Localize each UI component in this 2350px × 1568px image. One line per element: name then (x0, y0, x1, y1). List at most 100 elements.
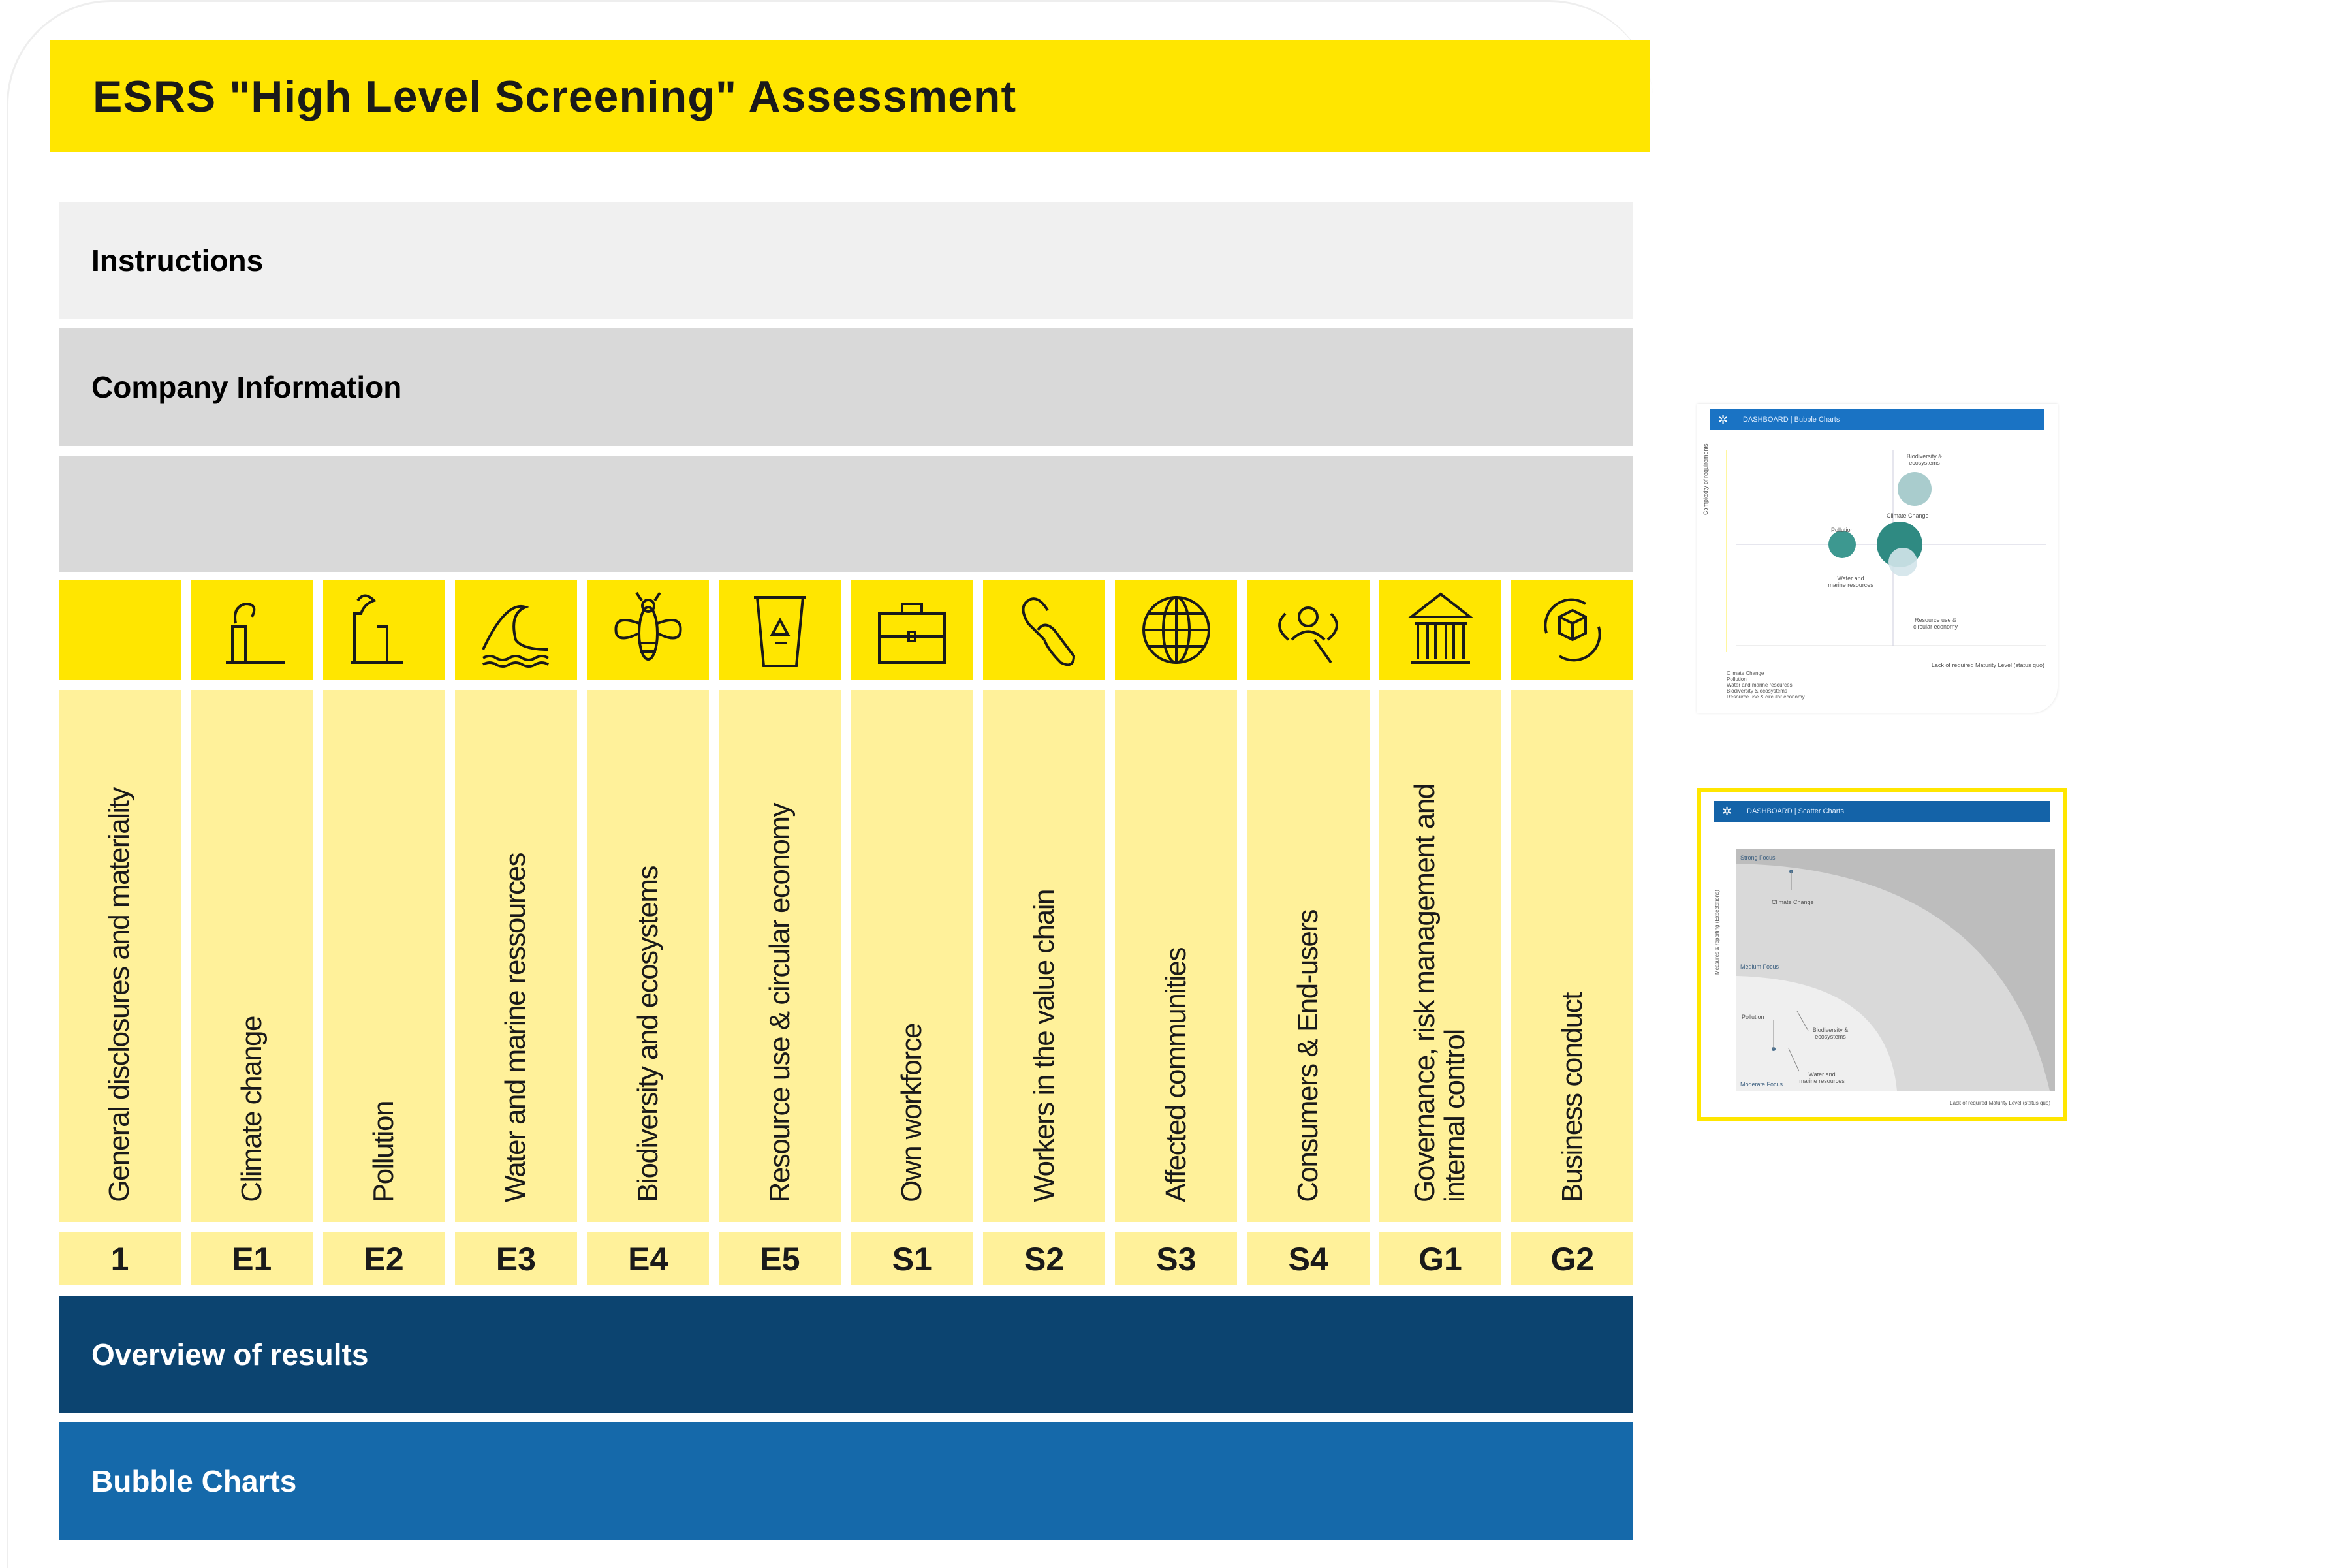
topic-label-cell[interactable]: General disclosures and materiality (59, 690, 181, 1222)
topic-code[interactable]: S1 (851, 1232, 973, 1285)
bubble-label: Climate Change (1887, 512, 1929, 519)
topic-icon-cell[interactable] (983, 580, 1106, 680)
factory-icon (225, 602, 285, 664)
zone-label: Medium Focus (1740, 964, 1779, 970)
topic-label-cell[interactable]: Biodiversity and ecosystems (587, 690, 710, 1222)
company-information-button[interactable]: Company Information (59, 328, 1633, 446)
instructions-label: Instructions (91, 243, 264, 277)
topic-code[interactable]: E2 (322, 1232, 445, 1285)
topic-label: Business conduct (1556, 993, 1588, 1202)
topic-label: Affected communities (1159, 948, 1192, 1202)
bubble-biodiversity (1898, 472, 1932, 506)
topic-label: Biodiversity and ecosystems (631, 866, 664, 1202)
topic-icon-cell[interactable] (1511, 580, 1634, 680)
topic-code[interactable]: S4 (1247, 1232, 1370, 1285)
bubble-charts-label: Bubble Charts (91, 1464, 297, 1498)
topic-label-cell[interactable]: Pollution (322, 690, 445, 1222)
overview-of-results-button[interactable]: Overview of results (59, 1296, 1633, 1413)
topic-code[interactable]: G2 (1511, 1232, 1634, 1285)
topic-code[interactable]: S2 (983, 1232, 1106, 1285)
topic-label: Climate change (235, 1016, 268, 1202)
topic-icon-cell[interactable] (454, 580, 577, 680)
bubble-chart-thumbnail[interactable]: ✲ DASHBOARD | Bubble Charts Complexity o… (1697, 404, 2058, 713)
user-search-icon (1278, 606, 1338, 664)
topic-label: General disclosures and materiality (103, 788, 136, 1202)
scatter-thumb-title: DASHBOARD | Scatter Charts (1747, 808, 1844, 815)
topic-icon-cell[interactable] (1247, 580, 1370, 680)
topic-code[interactable]: E3 (454, 1232, 577, 1285)
page-header: ESRS "High Level Screening" Assessment (50, 40, 1650, 152)
topic-label-cell[interactable]: Workers in the value chain (983, 690, 1106, 1222)
bubble-resource (1888, 548, 1917, 576)
scatter-chart-thumbnail[interactable]: ✲ DASHBOARD | Scatter Charts Measures & … (1697, 788, 2067, 1121)
topic-label: Water and marine ressources (499, 853, 532, 1202)
zone-label: Moderate Focus (1740, 1081, 1783, 1088)
topic-icon-cell[interactable] (719, 580, 841, 680)
topic-label: Resource use & circular economy (763, 803, 796, 1202)
legend-item: Resource use & circular economy (1727, 694, 1805, 700)
chain-link-icon (1022, 597, 1075, 666)
legend-item: Climate Change (1727, 670, 1764, 676)
bubble-x-axis-label: Lack of required Maturity Level (status … (1931, 662, 2044, 668)
topic-icon-cell[interactable] (59, 580, 181, 680)
topic-label: Pollution (368, 1101, 400, 1202)
topic-code[interactable]: E5 (719, 1232, 841, 1285)
box-cycle-icon (1544, 598, 1601, 662)
scatter-label: Climate Change (1772, 899, 1814, 905)
topic-icon-cell[interactable] (851, 580, 973, 680)
legend-item: Pollution (1727, 676, 1747, 682)
scatter-y-axis-label: Measures & reporting (Expectations) (1714, 890, 1720, 975)
topic-icon-cell[interactable] (1379, 580, 1501, 680)
topic-label: Workers in the value chain (1027, 890, 1060, 1202)
bubble-label: Pollution (1831, 527, 1854, 533)
scatter-label: Biodiversity & ecosystems (1812, 1027, 1849, 1040)
topic-label-cell[interactable]: Business conduct (1511, 690, 1634, 1222)
topic-icon-cell[interactable] (587, 580, 710, 680)
window-frame (7, 0, 1653, 1568)
bubble-legend: Climate Change Pollution Water and marin… (1727, 670, 1805, 700)
company-information-label: Company Information (91, 370, 402, 404)
topic-code[interactable]: S3 (1115, 1232, 1238, 1285)
topic-label-cell[interactable]: Resource use & circular economy (719, 690, 841, 1222)
topic-code[interactable]: E1 (191, 1232, 313, 1285)
topic-label-cell[interactable]: Water and marine ressources (454, 690, 577, 1222)
topic-label: Consumers & End-users (1292, 910, 1324, 1202)
bubble-y-axis-label: Complexity of requirements (1702, 443, 1709, 515)
legend-item: Biodiversity & ecosystems (1727, 688, 1787, 694)
topic-label-cell[interactable]: Own workforce (851, 690, 973, 1222)
topic-icon-cell[interactable] (1115, 580, 1238, 680)
page-title: ESRS "High Level Screening" Assessment (93, 71, 1017, 121)
section-button-hidden[interactable] (59, 456, 1633, 572)
factory-smoke-icon (351, 594, 404, 664)
bubble-charts-button[interactable]: Bubble Charts (59, 1422, 1633, 1540)
instructions-button[interactable]: Instructions (59, 202, 1633, 319)
scatter-plot (1736, 849, 2055, 1091)
recycle-bin-icon (754, 596, 806, 667)
topic-label-cell[interactable]: Consumers & End-users (1247, 690, 1370, 1222)
dashboard-logo-icon: ✲ (1718, 413, 1729, 426)
wave-icon (482, 604, 550, 668)
topic-label: Governance, risk management and internal… (1409, 784, 1471, 1202)
bubble-label: Biodiversity & ecosystems (1906, 453, 1943, 466)
scatter-x-axis-label: Lack of required Maturity Level (status … (1950, 1100, 2050, 1106)
overview-of-results-label: Overview of results (91, 1338, 369, 1372)
topic-label-cell[interactable]: Governance, risk management and internal… (1379, 690, 1501, 1222)
dashboard-logo-icon: ✲ (1722, 804, 1732, 818)
topic-code[interactable]: 1 (59, 1232, 181, 1285)
bubble-thumb-title: DASHBOARD | Bubble Charts (1743, 416, 1840, 424)
bubble-label: Resource use & circular economy (1913, 617, 1958, 630)
scatter-label: Water and marine resources (1799, 1071, 1845, 1084)
bee-icon (614, 591, 682, 661)
topic-label-cell[interactable]: Climate change (191, 690, 313, 1222)
scatter-label: Pollution (1742, 1014, 1764, 1020)
bubble-plot (1726, 450, 2046, 652)
legend-item: Water and marine resources (1727, 682, 1793, 688)
topic-icon-cell[interactable] (322, 580, 445, 680)
topic-icon-cell[interactable] (191, 580, 313, 680)
globe-icon (1142, 596, 1210, 664)
topic-code[interactable]: E4 (587, 1232, 710, 1285)
bubble-pollution (1828, 531, 1856, 558)
topic-code[interactable]: G1 (1379, 1232, 1501, 1285)
topic-label-cell[interactable]: Affected communities (1115, 690, 1238, 1222)
briefcase-icon (878, 603, 947, 664)
